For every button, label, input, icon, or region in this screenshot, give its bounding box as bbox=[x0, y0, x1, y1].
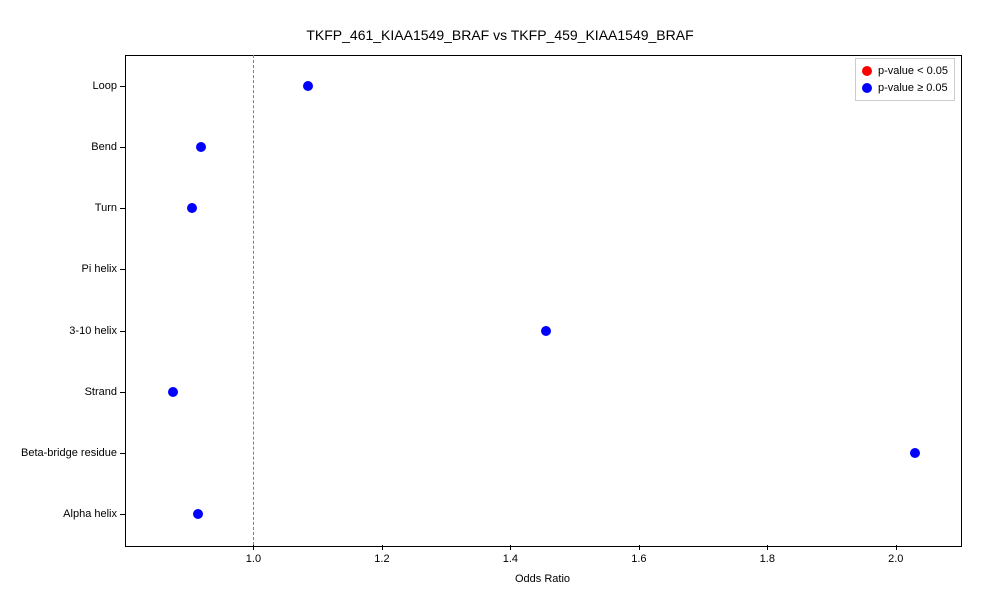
y-tick bbox=[120, 86, 125, 87]
data-point bbox=[541, 326, 551, 336]
y-tick bbox=[120, 453, 125, 454]
y-tick bbox=[120, 331, 125, 332]
x-tick-label: 1.6 bbox=[631, 553, 646, 565]
x-tick-label: 1.8 bbox=[760, 553, 775, 565]
x-tick bbox=[767, 545, 768, 550]
legend: p-value < 0.05p-value ≥ 0.05 bbox=[855, 58, 955, 101]
legend-marker-icon bbox=[862, 66, 872, 76]
y-tick-label: Bend bbox=[91, 141, 117, 153]
legend-item: p-value < 0.05 bbox=[862, 63, 948, 80]
chart-title: TKFP_461_KIAA1549_BRAF vs TKFP_459_KIAA1… bbox=[0, 27, 1000, 43]
y-tick-label: Strand bbox=[85, 386, 117, 398]
y-tick bbox=[120, 269, 125, 270]
legend-item: p-value ≥ 0.05 bbox=[862, 80, 948, 97]
y-tick-label: Loop bbox=[93, 80, 117, 92]
reference-line bbox=[253, 55, 254, 545]
x-tick bbox=[639, 545, 640, 550]
data-point bbox=[193, 509, 203, 519]
x-tick-label: 2.0 bbox=[888, 553, 903, 565]
y-tick-label: Pi helix bbox=[82, 263, 117, 275]
y-tick-label: Turn bbox=[95, 202, 117, 214]
x-axis-label: Odds Ratio bbox=[125, 573, 960, 585]
data-point bbox=[187, 203, 197, 213]
legend-label: p-value ≥ 0.05 bbox=[878, 80, 948, 97]
y-tick-label: Beta-bridge residue bbox=[21, 447, 117, 459]
x-tick bbox=[510, 545, 511, 550]
x-tick-label: 1.0 bbox=[246, 553, 261, 565]
legend-marker-icon bbox=[862, 83, 872, 93]
chart-container: TKFP_461_KIAA1549_BRAF vs TKFP_459_KIAA1… bbox=[0, 0, 1000, 600]
y-tick-label: 3-10 helix bbox=[69, 325, 117, 337]
y-tick bbox=[120, 392, 125, 393]
x-tick-label: 1.2 bbox=[374, 553, 389, 565]
data-point bbox=[910, 448, 920, 458]
y-tick bbox=[120, 147, 125, 148]
y-tick bbox=[120, 208, 125, 209]
x-tick bbox=[382, 545, 383, 550]
x-tick bbox=[253, 545, 254, 550]
y-tick-label: Alpha helix bbox=[63, 508, 117, 520]
data-point bbox=[168, 387, 178, 397]
plot-area bbox=[125, 55, 962, 547]
data-point bbox=[196, 142, 206, 152]
data-point bbox=[303, 81, 313, 91]
x-tick-label: 1.4 bbox=[503, 553, 518, 565]
y-tick bbox=[120, 514, 125, 515]
legend-label: p-value < 0.05 bbox=[878, 63, 948, 80]
x-tick bbox=[896, 545, 897, 550]
